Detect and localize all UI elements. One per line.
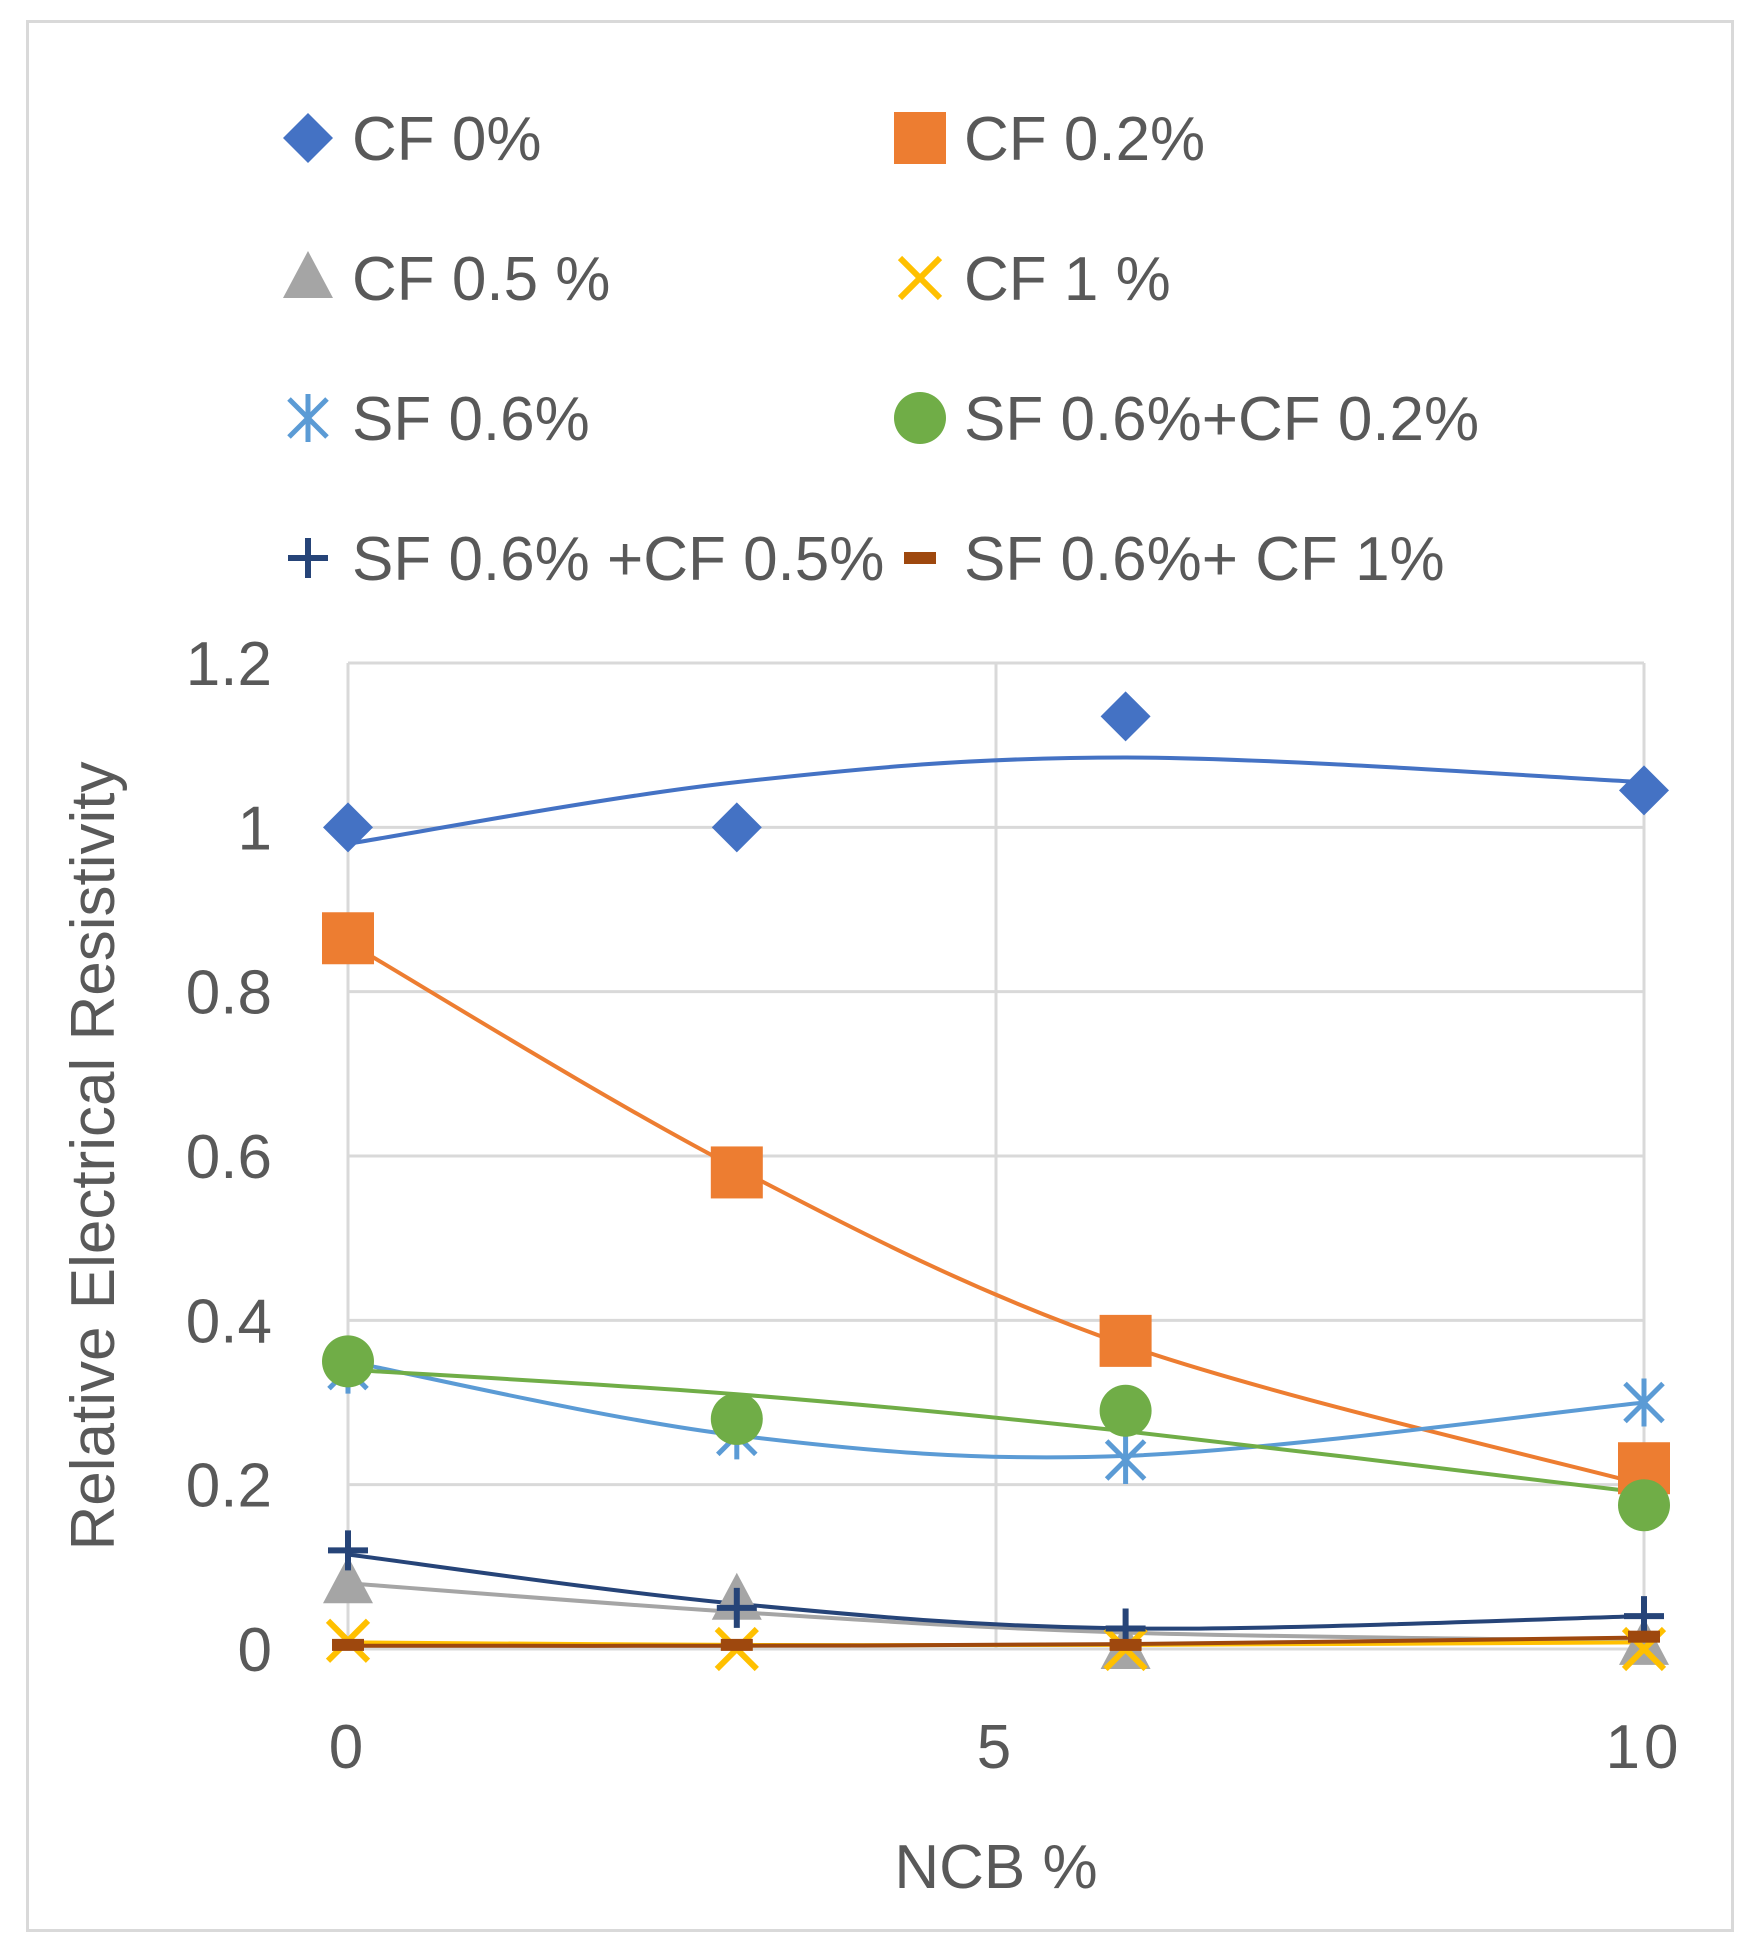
- trendline-series-0: [347, 755, 1645, 846]
- legend-marker: [904, 552, 936, 564]
- trendlines: [346, 755, 1645, 1648]
- legend-label: CF 0.5 %: [352, 245, 610, 314]
- x-tick-label: 0: [329, 1713, 367, 1782]
- y-tick-label: 0: [238, 1616, 272, 1685]
- y-axis-title: Relative Electrical Resistivity: [59, 762, 128, 1551]
- legend-marker: [283, 113, 333, 163]
- data-point-series-4: [1623, 1378, 1665, 1427]
- legend-marker: [897, 255, 943, 301]
- data-point-series-0: [1619, 765, 1669, 816]
- x-axis-ticks: 0 5 10: [329, 1713, 1683, 1782]
- trendline-series-4: [347, 1359, 1645, 1460]
- y-axis-ticks: 0 0.2 0.4 0.6 0.8 1 1.2: [186, 630, 272, 1685]
- x-tick-label: 10: [1606, 1713, 1683, 1782]
- data-point-series-1: [710, 1146, 763, 1199]
- data-point-series-5: [710, 1392, 763, 1445]
- y-tick-label: 1.2: [186, 630, 272, 699]
- y-tick-label: 0.6: [186, 1123, 272, 1192]
- y-tick-label: 0.2: [186, 1452, 272, 1521]
- data-point-series-1: [322, 912, 374, 965]
- data-point-series-7: [1628, 1630, 1660, 1643]
- legend: CF 0% CF 0.2% CF 0.5 % CF 1 % SF 0.6% SF 0.6%…: [283, 105, 1479, 594]
- legend-label: CF 0.2%: [964, 105, 1205, 174]
- data-point-series-0: [323, 802, 373, 853]
- trendline-series-5: [347, 1367, 1645, 1495]
- trendline-series-6: [347, 1552, 1645, 1631]
- x-tick-label: 5: [977, 1713, 1015, 1782]
- data-point-series-5: [1099, 1384, 1152, 1437]
- trendline-series-1: [346, 940, 1645, 1487]
- x-axis-title: NCB %: [894, 1833, 1097, 1902]
- trendline-series-7: [347, 1635, 1645, 1648]
- legend-marker: [283, 251, 333, 298]
- y-tick-label: 0.4: [186, 1287, 272, 1356]
- y-tick-label: 1: [238, 794, 272, 863]
- trendline-series-2: [347, 1581, 1645, 1643]
- legend-label: SF 0.6% +CF 0.5%: [352, 525, 884, 594]
- legend-marker: [288, 538, 328, 578]
- legend-marker: [894, 392, 946, 444]
- data-markers: [322, 691, 1670, 1672]
- data-point-series-1: [1099, 1314, 1152, 1367]
- legend-marker: [894, 112, 946, 164]
- data-point-series-0: [1100, 691, 1151, 742]
- data-point-series-6: [1624, 1596, 1664, 1637]
- legend-marker: [287, 394, 329, 442]
- chart-frame: [26, 20, 1734, 1932]
- legend-label: SF 0.6%+ CF 1%: [964, 525, 1445, 594]
- gridlines: [346, 661, 1646, 1651]
- data-point-series-7: [332, 1638, 364, 1651]
- data-point-series-7: [720, 1638, 753, 1651]
- y-tick-label: 0.8: [186, 959, 272, 1028]
- data-point-series-5: [1618, 1479, 1670, 1532]
- legend-label: SF 0.6%+CF 0.2%: [964, 385, 1479, 454]
- legend-label: CF 1 %: [964, 245, 1171, 314]
- data-point-series-6: [328, 1530, 368, 1571]
- data-point-series-5: [322, 1335, 374, 1388]
- data-point-series-7: [1109, 1638, 1142, 1651]
- legend-label: SF 0.6%: [352, 385, 590, 454]
- data-point-series-6: [716, 1587, 757, 1628]
- data-point-series-2: [323, 1556, 373, 1604]
- data-point-series-0: [711, 802, 762, 853]
- legend-label: CF 0%: [352, 105, 541, 174]
- data-point-series-4: [1104, 1436, 1147, 1485]
